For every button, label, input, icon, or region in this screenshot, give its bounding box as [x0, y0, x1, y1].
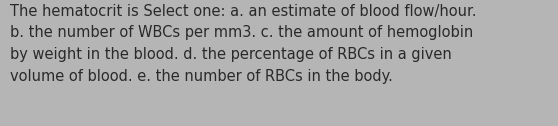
Text: The hematocrit is Select one: a. an estimate of blood flow/hour.
b. the number o: The hematocrit is Select one: a. an esti…: [10, 4, 477, 84]
